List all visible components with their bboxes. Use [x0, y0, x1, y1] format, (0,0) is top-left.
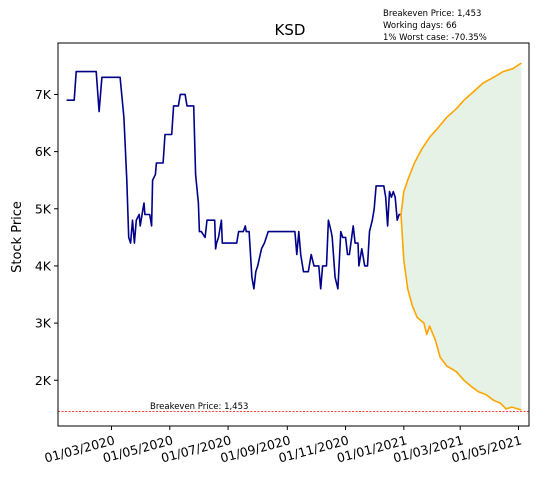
historical-price-line [66, 70, 401, 290]
series-lines-layer [66, 62, 522, 411]
info-line-breakeven: Breakeven Price: 1,453 [383, 9, 481, 19]
info-line-working-days: Working days: 66 [383, 21, 457, 31]
chart-title: KSD [275, 21, 306, 39]
breakeven-layer: Breakeven Price: 1,453 [58, 402, 529, 412]
breakeven-label: Breakeven Price: 1,453 [150, 402, 248, 412]
y-tick-label: 5K [35, 201, 52, 216]
info-line-worst-case: 1% Worst case: -70.35% [383, 33, 487, 43]
projection-lower-line [400, 214, 522, 411]
projection-band [401, 63, 522, 410]
y-tick-label: 3K [35, 316, 52, 331]
confidence-band-layer [401, 63, 522, 410]
y-axis-ticks: 2K 3K 4K 5K 6K 7K [35, 87, 58, 388]
y-axis-label: Stock Price [10, 201, 25, 273]
x-axis-ticks: 01/03/202001/05/202001/07/202001/09/2020… [43, 426, 523, 466]
y-tick-label: 6K [35, 144, 52, 159]
plot-frame [57, 42, 530, 427]
projection-upper-line [400, 62, 522, 215]
y-tick-label: 7K [35, 87, 52, 102]
y-tick-label: 2K [35, 373, 52, 388]
y-tick-label: 4K [35, 258, 52, 273]
